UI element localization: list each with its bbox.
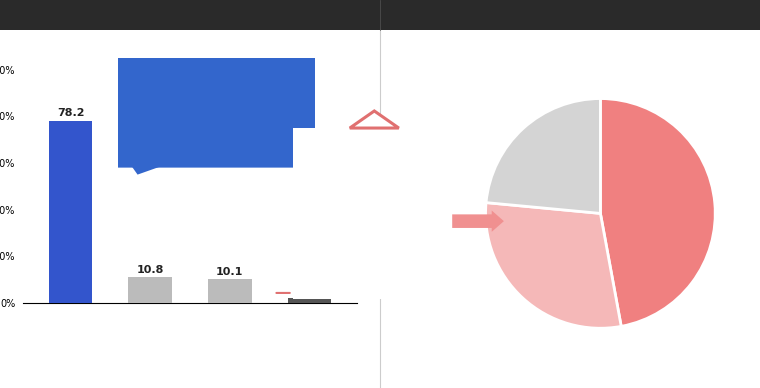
Text: 10.8: 10.8 <box>137 265 164 275</box>
FancyBboxPatch shape <box>106 51 328 168</box>
Wedge shape <box>600 99 715 326</box>
Bar <box>0 0 760 30</box>
Wedge shape <box>486 203 621 328</box>
FancyBboxPatch shape <box>284 120 464 307</box>
Text: 10.1: 10.1 <box>216 267 243 277</box>
Wedge shape <box>486 99 600 213</box>
Bar <box>287 298 331 303</box>
Text: 78.2: 78.2 <box>57 108 84 118</box>
Polygon shape <box>128 161 177 175</box>
Text: 2.1: 2.1 <box>299 286 319 295</box>
FancyArrow shape <box>452 210 504 232</box>
Bar <box>49 121 93 303</box>
Bar <box>128 277 172 303</box>
Polygon shape <box>350 111 399 128</box>
Bar <box>208 279 252 303</box>
